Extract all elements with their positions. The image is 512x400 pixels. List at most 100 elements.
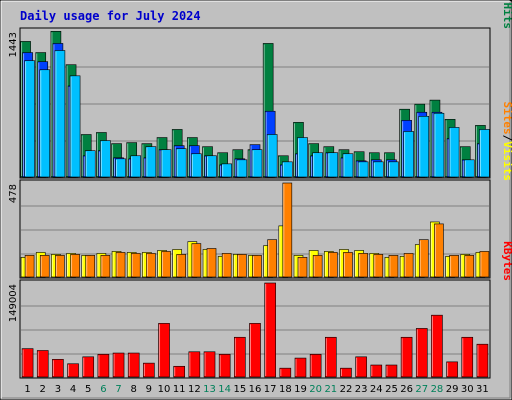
x-tick-label: 12 <box>188 384 201 395</box>
bar-body <box>400 336 413 378</box>
bar-body <box>461 336 474 378</box>
bar-body <box>54 50 66 178</box>
bar-sites-day-15 <box>237 254 247 278</box>
bar-kbytes-day-27 <box>415 328 428 378</box>
x-axis: 1 2 3 4 5 6 7 8 9 10 11 12 13 14 15 16 17 18 19 20 21 22 23 24 2… <box>24 384 488 395</box>
bar-kbytes-day-28 <box>431 314 443 378</box>
legend-entry: KBytes <box>501 241 512 281</box>
x-tick-label: 7 <box>115 384 121 395</box>
bar-body <box>69 75 81 178</box>
bar-body <box>266 134 278 178</box>
chart-title: Daily usage for July 2024 <box>20 9 201 23</box>
bar-sites-day-24 <box>373 254 384 278</box>
bar-body <box>206 155 217 178</box>
bar-body <box>52 359 64 378</box>
panel-kbytes: 149004 KBytes <box>8 241 512 379</box>
bar-body <box>115 158 126 178</box>
bar-kbytes-day-30 <box>461 336 474 378</box>
bar-pages-day-20 <box>312 152 323 178</box>
bar-pages-day-25 <box>388 161 399 178</box>
x-tick-label: 14 <box>218 384 231 395</box>
bar-body <box>249 323 261 378</box>
bar-body <box>327 152 339 178</box>
bar-body <box>100 255 111 278</box>
bar-sites-day-29 <box>449 255 459 278</box>
bar-kbytes-day-21 <box>325 336 337 378</box>
bar-sites-day-23 <box>358 253 368 278</box>
x-tick-label: 4 <box>70 384 76 395</box>
bar-sites-day-21 <box>328 252 338 278</box>
bar-body <box>24 255 35 278</box>
bar-kbytes-day-3 <box>52 359 64 378</box>
bar-body <box>82 356 95 378</box>
x-tick-label: 23 <box>355 384 368 395</box>
x-tick-label: 9 <box>146 384 152 395</box>
bar-body <box>463 159 475 178</box>
legend-entry: Visits <box>501 141 512 181</box>
bar-sites-day-25 <box>388 255 399 278</box>
bar-kbytes-day-4 <box>67 363 79 378</box>
bar-sites-day-12 <box>191 243 202 278</box>
bar-sites-day-5 <box>85 255 96 278</box>
bar-body <box>418 115 430 178</box>
bar-body <box>84 150 96 178</box>
bar-kbytes-day-18 <box>279 367 292 378</box>
bar-kbytes-day-22 <box>340 367 352 378</box>
x-tick-label: 25 <box>385 384 398 395</box>
bar-pages-day-13 <box>206 155 217 178</box>
bar-kbytes-day-13 <box>203 351 216 378</box>
bar-pages-day-15 <box>236 159 248 178</box>
x-tick-label: 8 <box>131 384 137 395</box>
x-tick-label: 3 <box>55 384 61 395</box>
bar-body <box>358 253 368 278</box>
bar-pages-day-9 <box>145 146 157 178</box>
x-tick-label: 30 <box>461 384 474 395</box>
bar-body <box>434 223 444 278</box>
bar-body <box>252 255 262 278</box>
bar-kbytes-day-25 <box>385 364 398 378</box>
bar-body <box>160 149 172 178</box>
bar-kbytes-day-16 <box>249 323 261 378</box>
bar-body <box>237 254 247 278</box>
bar-body <box>70 254 80 278</box>
chart-panels: 1443Pages/Files/Hits478Sites/Visits14900… <box>8 0 512 379</box>
bar-sites-day-30 <box>464 255 475 278</box>
bar-body <box>418 239 429 278</box>
legend-entry: / <box>501 0 512 3</box>
bar-pages-day-11 <box>175 148 187 178</box>
bar-body <box>476 343 489 378</box>
bar-body <box>267 239 277 278</box>
bar-kbytes-day-2 <box>36 350 49 378</box>
bar-sites-day-6 <box>100 255 111 278</box>
bar-kbytes-day-29 <box>446 361 458 378</box>
x-tick-label: 29 <box>446 384 459 395</box>
x-tick-label: 1 <box>24 384 30 395</box>
bar-pages-day-24 <box>372 161 384 178</box>
bar-body <box>325 336 337 378</box>
bar-body <box>36 350 49 378</box>
bar-body <box>479 129 490 178</box>
bar-kbytes-day-31 <box>476 343 489 378</box>
bar-sites-day-19 <box>297 257 308 278</box>
bar-body <box>161 251 171 278</box>
bar-body <box>97 353 110 378</box>
x-tick-label: 20 <box>309 384 322 395</box>
x-tick-label: 26 <box>400 384 413 395</box>
bar-body <box>448 127 460 178</box>
bar-body <box>221 163 232 178</box>
bar-body <box>403 131 414 178</box>
bar-kbytes-day-6 <box>97 353 110 378</box>
bar-body <box>388 161 399 178</box>
bar-sites-day-3 <box>55 255 65 278</box>
x-tick-label: 5 <box>85 384 91 395</box>
x-tick-label: 2 <box>40 384 46 395</box>
bar-sites-day-13 <box>206 248 217 278</box>
bar-pages-day-28 <box>433 112 445 178</box>
bar-kbytes-day-5 <box>82 356 95 378</box>
bar-pages-day-4 <box>69 75 81 178</box>
panel-visits-sites: 478 Sites/Visits <box>8 102 512 279</box>
bar-body <box>67 363 79 378</box>
y-max-label: 1443 <box>8 32 19 57</box>
bar-pages-day-19 <box>297 137 308 178</box>
bar-body <box>294 357 307 378</box>
